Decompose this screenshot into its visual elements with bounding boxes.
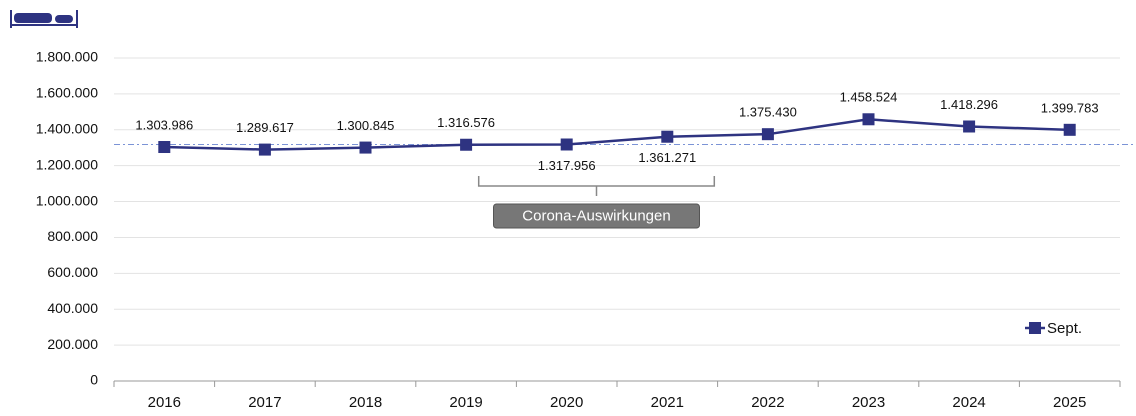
marker [661,130,674,143]
marker [761,128,774,141]
marker [560,138,573,151]
bed-icon [10,10,78,28]
value-label: 1.303.986 [135,117,193,132]
x-tick-label: 2021 [651,394,684,411]
x-tick-label: 2023 [852,394,885,411]
marker [258,143,271,156]
marker [359,141,372,154]
series-line [164,118,1070,151]
x-tick-label: 2017 [248,394,281,411]
value-label: 1.418.296 [940,97,998,112]
y-tick-label: 600.000 [47,264,98,280]
y-tick-label: 800.000 [47,228,98,244]
bracket [477,176,716,196]
marker [1063,123,1076,136]
y-tick-label: 0 [90,372,98,388]
y-tick-label: 400.000 [47,300,98,316]
x-tick-label: 2020 [550,394,583,411]
value-label: 1.458.524 [840,90,898,105]
annotation-box [493,203,700,229]
marker [158,141,171,154]
y-tick-label: 200.000 [47,336,98,352]
annotation-text: Corona-Auswirkungen [522,207,670,224]
y-tick-label: 1.800.000 [36,49,98,65]
value-label: 1.316.576 [437,115,495,130]
value-label: 1.289.617 [236,120,294,135]
value-label: 1.300.845 [337,118,395,133]
legend-marker [1029,322,1041,334]
value-label: 1.317.956 [538,158,596,173]
x-tick-label: 2018 [349,394,382,411]
marker [862,113,875,126]
y-tick-label: 1.000.000 [36,192,98,208]
legend-label: Sept. [1047,320,1082,337]
x-tick-label: 2025 [1053,394,1086,411]
marker [460,138,473,151]
value-label: 1.399.783 [1041,100,1099,115]
marker [963,120,976,133]
x-tick-label: 2016 [148,394,181,411]
y-tick-label: 1.200.000 [36,156,98,172]
value-label: 1.375.430 [739,105,797,120]
y-tick-label: 1.600.000 [36,85,98,101]
y-tick-label: 1.400.000 [36,120,98,136]
x-tick-label: 2019 [449,394,482,411]
x-tick-label: 2024 [952,394,985,411]
value-label: 1.361.271 [638,150,696,165]
x-tick-label: 2022 [751,394,784,411]
